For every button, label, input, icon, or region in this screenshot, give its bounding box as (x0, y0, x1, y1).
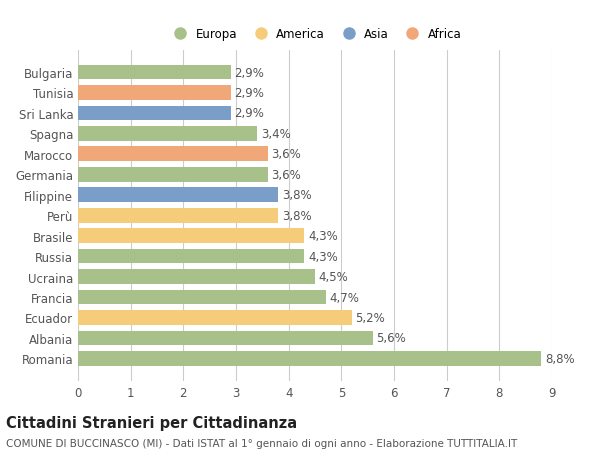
Bar (78, 331, 373, 346)
Bar (78, 66, 231, 80)
Bar (78, 127, 257, 141)
Text: 4,3%: 4,3% (308, 230, 338, 243)
Text: 5,2%: 5,2% (356, 311, 385, 324)
Text: 2,9%: 2,9% (235, 87, 264, 100)
Text: 4,3%: 4,3% (308, 250, 338, 263)
Legend: Europa, America, Asia, Africa: Europa, America, Asia, Africa (164, 23, 466, 46)
Text: 2,9%: 2,9% (235, 67, 264, 79)
Text: COMUNE DI BUCCINASCO (MI) - Dati ISTAT al 1° gennaio di ogni anno - Elaborazione: COMUNE DI BUCCINASCO (MI) - Dati ISTAT a… (6, 438, 517, 448)
Text: 3,6%: 3,6% (271, 168, 301, 181)
Text: 5,6%: 5,6% (377, 332, 406, 345)
Bar (78, 229, 304, 243)
Text: 4,7%: 4,7% (329, 291, 359, 304)
Bar (78, 269, 315, 284)
Bar (78, 351, 541, 366)
Bar (78, 208, 278, 223)
Bar (78, 106, 231, 121)
Text: 2,9%: 2,9% (235, 107, 264, 120)
Text: 4,5%: 4,5% (319, 270, 349, 284)
Text: 3,8%: 3,8% (282, 209, 311, 222)
Text: Cittadini Stranieri per Cittadinanza: Cittadini Stranieri per Cittadinanza (6, 415, 297, 431)
Text: 3,6%: 3,6% (271, 148, 301, 161)
Bar (78, 86, 231, 101)
Text: 3,8%: 3,8% (282, 189, 311, 202)
Bar (78, 249, 304, 264)
Bar (78, 168, 268, 182)
Bar (78, 310, 352, 325)
Bar (78, 188, 278, 203)
Text: 8,8%: 8,8% (545, 352, 575, 365)
Bar (78, 290, 326, 305)
Bar (78, 147, 268, 162)
Text: 3,4%: 3,4% (261, 128, 290, 140)
